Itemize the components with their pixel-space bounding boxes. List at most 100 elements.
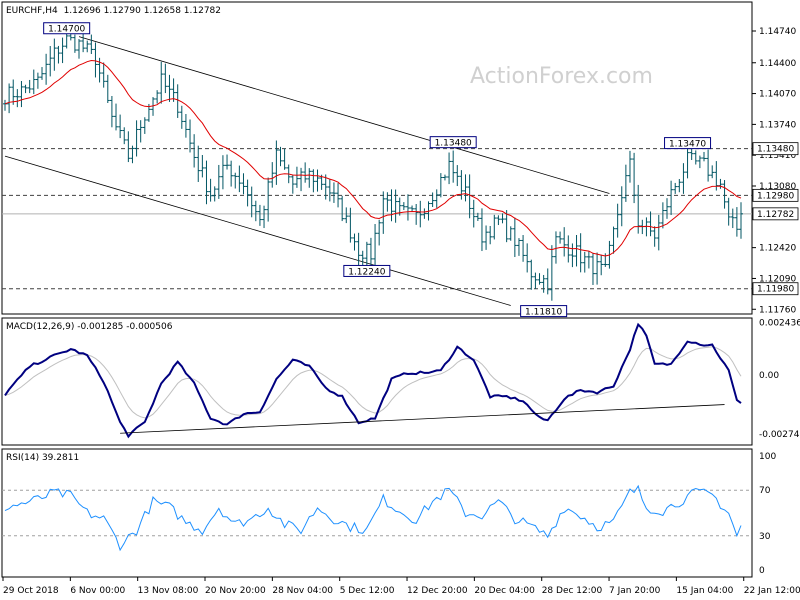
price-annotation: 1.11810 [520,305,568,318]
price-tag-label: 1.13480 [757,145,794,155]
axis-layer: 1.14740 1.14400 1.14070 1.13740 1.13410 1.130… [2,27,800,596]
annotation-label: 1.12240 [348,267,385,277]
price-bar [500,213,505,224]
price-bar [508,226,513,241]
price-bar [562,227,567,257]
x-tick-label: 7 Jan 20:00 [609,586,661,596]
price-bar [134,120,139,157]
x-tick-label: 20 Dec 04:00 [474,586,535,596]
x-tick-label: 28 Nov 04:00 [272,586,333,596]
price-bar [652,226,657,247]
price-bar [163,63,168,94]
price-bar [233,172,238,189]
price-bar [389,189,394,222]
y-tick-label: 1.12090 [759,274,796,284]
price-bar [442,174,447,181]
price-bar [40,67,45,80]
price-bar [430,192,435,208]
watermark: ActionForex.com [470,64,653,89]
price-bar [706,149,711,182]
annotation-box [343,264,391,277]
annotation-box [664,137,712,150]
rsi-line [4,484,742,552]
annotation-label: 1.11810 [525,308,562,318]
price-bar [377,219,382,246]
x-tick-label: 6 Nov 00:00 [70,586,125,596]
price-bar [262,205,267,229]
price-bar [138,120,143,143]
price-bar [175,84,180,118]
price-bar [188,119,193,153]
price-bar [664,198,669,219]
price-bar [204,160,209,205]
price-bar [599,254,604,276]
price-bar [545,268,550,295]
price-bar [434,189,439,208]
price-bar [352,233,357,251]
price-bar [373,224,378,270]
price-bar [77,39,82,59]
price-bar [171,78,176,102]
price-tag-label: 1.12980 [757,191,794,201]
price-bar [196,145,201,182]
price-bar [179,105,184,129]
price-bar [93,42,98,78]
price-bar [710,165,715,179]
price-bar [537,273,542,285]
price-bar [529,259,534,290]
price-tag-label: 1.11980 [757,285,794,295]
price-bar [669,180,674,216]
price-bar [336,183,341,208]
price-bar [249,186,254,218]
symbol: EURCHF [6,6,42,16]
rsi-panel [1,448,753,578]
price-bar [266,177,271,222]
rsi-tick-label: 30 [759,532,771,542]
rsi-tick-label: 0 [759,566,765,576]
y-tick-label: 1.14400 [759,59,796,69]
price-bar [101,62,106,88]
price-tag-label: 1.12782 [757,210,794,220]
price-bar [418,200,423,228]
price-bar [615,203,620,238]
price-bar [167,74,172,102]
price-bar [525,243,530,273]
rsi-tick-label: 70 [759,486,771,496]
price-bar [553,231,558,264]
price-bar [471,199,476,228]
price-bar [492,214,497,240]
price-bar [636,184,641,234]
x-tick-label: 28 Dec 12:00 [542,586,603,596]
price-bar [294,166,299,188]
macd-title: MACD(12,26,9) -0.001285 -0.000506 [6,322,173,332]
price-bar [3,99,7,111]
price-tag-box [752,207,799,221]
x-tick-label: 20 Nov 20:00 [205,586,266,596]
price-bar [331,182,336,203]
price-bar [701,151,706,162]
price-annotation: 1.14700 [43,22,91,35]
price-bar [739,202,743,239]
price-bar [299,167,304,192]
price-bar [385,192,390,212]
price-bar [278,146,283,167]
price-annotation: 1.12240 [343,264,391,277]
price-bar [422,208,427,219]
ohlc-values: 1.12696 1.12790 1.12658 1.12782 [64,6,221,16]
price-bar [627,150,632,183]
price-bar [208,178,213,202]
price-bar [270,162,275,188]
price-bar [319,174,324,190]
price-bar [619,186,624,227]
price-bar [315,169,320,192]
annotation-box [520,305,568,318]
price-bar [130,145,135,164]
price-bar [401,202,406,211]
price-bar [570,243,575,268]
price-bar [368,237,373,270]
price-annotation: 1.13480 [429,136,477,149]
price-bar [549,245,554,301]
price-bar [274,140,279,185]
x-tick-label: 12 Dec 20:00 [407,586,468,596]
